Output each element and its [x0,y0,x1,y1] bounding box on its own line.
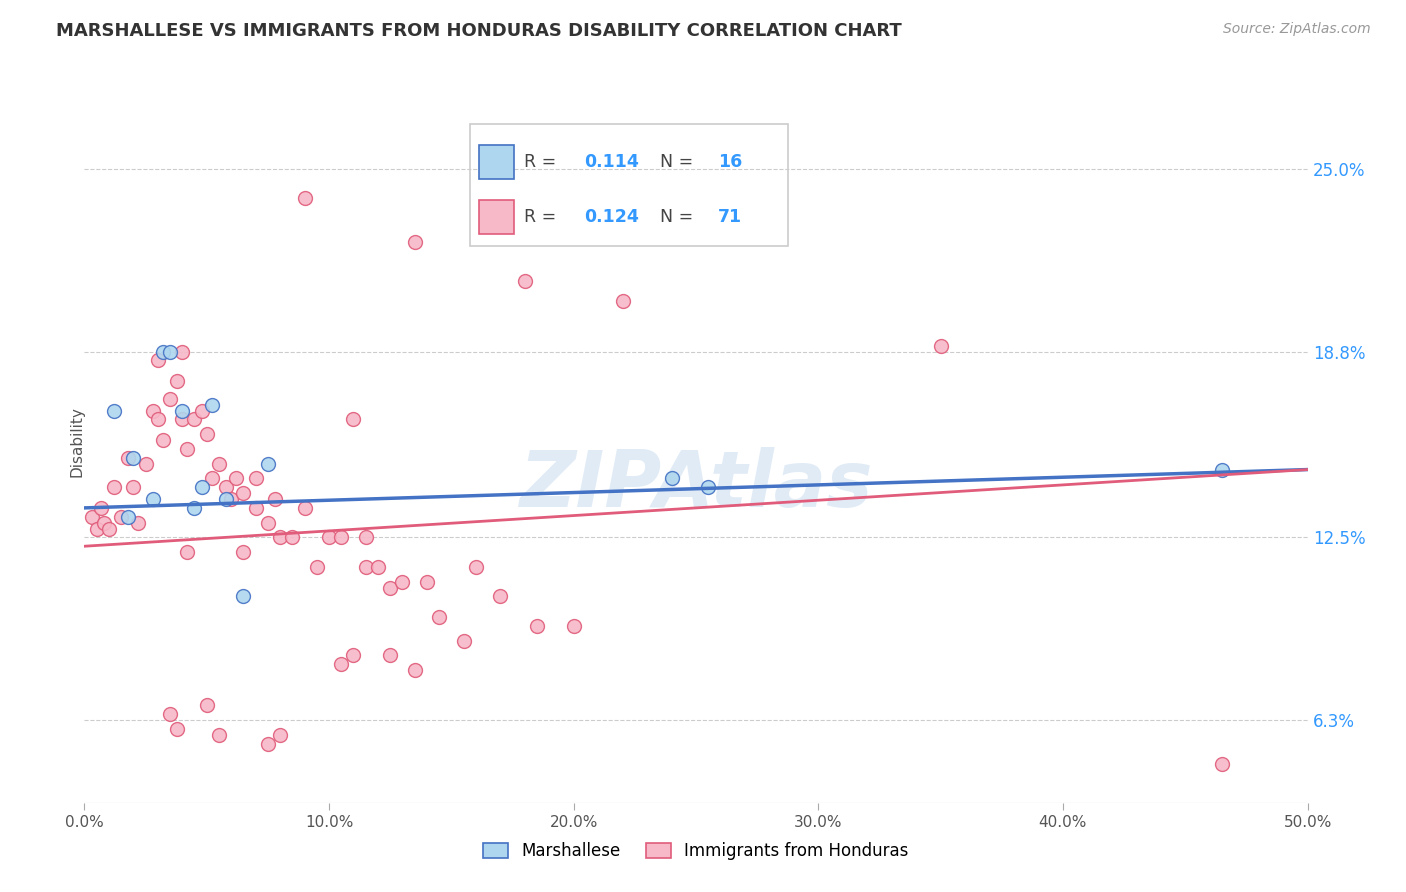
Point [191,480,214,494]
Point [232,486,254,500]
Point [294,191,316,205]
Point [281,530,304,544]
Point [103,480,125,494]
Point [305,560,328,574]
Point [159,392,181,406]
Point [172,344,194,359]
Point [80,509,103,524]
Point [464,560,486,574]
Point [232,590,254,604]
Point [195,698,218,713]
Point [183,412,205,426]
Point [404,663,426,677]
Text: MARSHALLESE VS IMMIGRANTS FROM HONDURAS DISABILITY CORRELATION CHART: MARSHALLESE VS IMMIGRANTS FROM HONDURAS … [56,22,903,40]
Point [526,619,548,633]
Point [661,471,683,485]
Point [513,274,536,288]
Point [245,471,267,485]
Point [176,545,198,559]
Point [380,581,402,595]
Point [562,619,585,633]
Legend: Marshallese, Immigrants from Honduras: Marshallese, Immigrants from Honduras [477,836,915,867]
Point [427,610,450,624]
Point [172,403,194,417]
Point [342,648,364,663]
Point [122,450,145,465]
Point [264,491,287,506]
Point [172,412,194,426]
Point [146,412,169,426]
Point [257,737,280,751]
Point [269,530,291,544]
Point [269,728,291,742]
Point [1211,462,1233,476]
Point [97,522,120,536]
Point [117,509,139,524]
Point [208,457,231,471]
Point [1211,757,1233,772]
Point [200,398,222,412]
Point [208,728,231,742]
Point [117,450,139,465]
Point [354,530,377,544]
Point [122,480,145,494]
Point [166,374,188,388]
Point [142,491,165,506]
Point [232,545,254,559]
Point [86,522,108,536]
Point [146,353,169,368]
Point [453,633,475,648]
Point [367,560,389,574]
Point [191,403,214,417]
Point [90,500,112,515]
Point [929,339,952,353]
Point [245,500,267,515]
Text: Source: ZipAtlas.com: Source: ZipAtlas.com [1223,22,1371,37]
Point [330,657,353,672]
Point [257,516,280,530]
Point [103,403,125,417]
Point [152,344,174,359]
Point [142,403,165,417]
Point [200,471,222,485]
Point [342,412,364,426]
Point [159,344,181,359]
Point [354,560,377,574]
Text: ZIPAtlas: ZIPAtlas [519,447,873,523]
Point [110,509,132,524]
Point [195,427,218,442]
Point [225,471,247,485]
Point [127,516,149,530]
Point [489,590,512,604]
Point [294,500,316,515]
Point [215,480,238,494]
Point [176,442,198,456]
Point [416,574,439,589]
Y-axis label: Disability: Disability [70,406,84,477]
Point [93,516,115,530]
Point [215,491,238,506]
Point [183,500,205,515]
Point [391,574,413,589]
Point [612,294,634,309]
Point [380,648,402,663]
Point [135,457,157,471]
Point [404,235,426,250]
Point [152,433,174,447]
Point [697,480,720,494]
Point [318,530,340,544]
Point [257,457,280,471]
Point [159,707,181,722]
Point [166,722,188,736]
Point [330,530,353,544]
Point [219,491,242,506]
